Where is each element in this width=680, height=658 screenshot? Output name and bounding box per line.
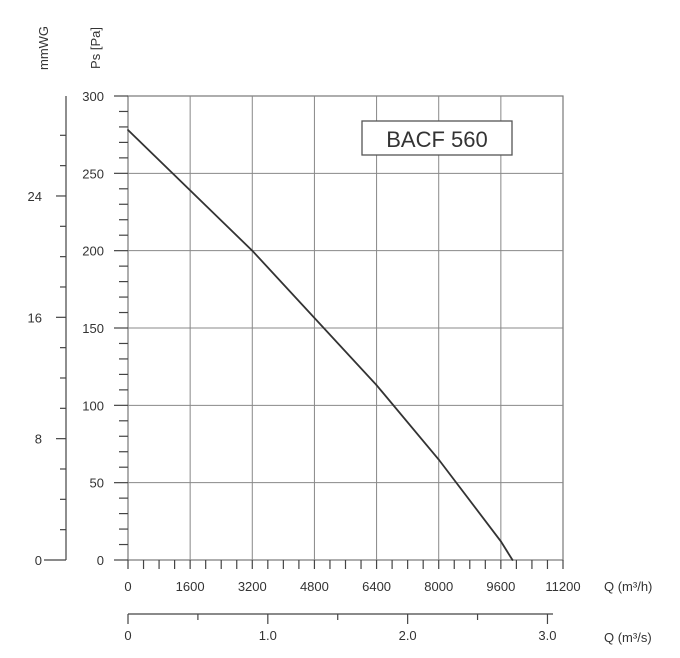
fan-curve-point [499, 540, 502, 543]
x-tick-label: 1600 [176, 579, 205, 594]
y-tick-label: 0 [97, 553, 104, 568]
chart-title: BACF 560 [386, 127, 488, 152]
fan-curve-point [127, 129, 129, 131]
fan-curve-point [437, 458, 440, 461]
x-tick-label: 0 [124, 579, 131, 594]
x-tick-label: 6400 [362, 579, 391, 594]
y-tick-label: 50 [90, 476, 104, 491]
fan-curve-point [375, 384, 378, 387]
axes: 0 1600 3200 4800 6400 8000 9600 112000501001502… [28, 89, 581, 643]
secondary-y-tick-label: 24 [28, 189, 42, 204]
title-box [361, 120, 513, 156]
secondary-y-tick-label: 16 [28, 310, 42, 325]
x-tick-label: 8000 [424, 579, 453, 594]
curve-layer [127, 129, 514, 561]
y-tick-label: 200 [82, 244, 104, 259]
x-tick-label: 4800 [300, 579, 329, 594]
grid [127, 95, 564, 561]
secondary-x-tick-label: 2.0 [399, 628, 417, 643]
fan-curve-point [251, 249, 254, 252]
x-tick-label: 11200 [545, 579, 580, 594]
x-tick-label: 3200 [238, 579, 267, 594]
y-tick-label: 150 [82, 321, 104, 336]
y-axis-label-primary: Ps [Pa] [88, 27, 103, 69]
x-axis-label-secondary: Q (m³/s) [604, 630, 652, 645]
fan-curve-line [127, 129, 514, 561]
y-tick-label: 300 [82, 89, 104, 104]
fan-curve-point [511, 559, 514, 561]
y-tick-label: 100 [82, 398, 104, 413]
x-axis-label-primary: Q (m³/h) [604, 579, 652, 594]
y-axis-label-secondary: mmWG [36, 26, 51, 70]
secondary-x-tick-label: 3.0 [538, 628, 556, 643]
y-tick-label: 250 [82, 166, 104, 181]
secondary-y-tick-label: 0 [35, 553, 42, 568]
secondary-x-tick-label: 0 [124, 628, 131, 643]
secondary-x-tick-label: 1.0 [259, 628, 277, 643]
x-tick-label: 9600 [486, 579, 515, 594]
secondary-y-tick-label: 8 [35, 432, 42, 447]
